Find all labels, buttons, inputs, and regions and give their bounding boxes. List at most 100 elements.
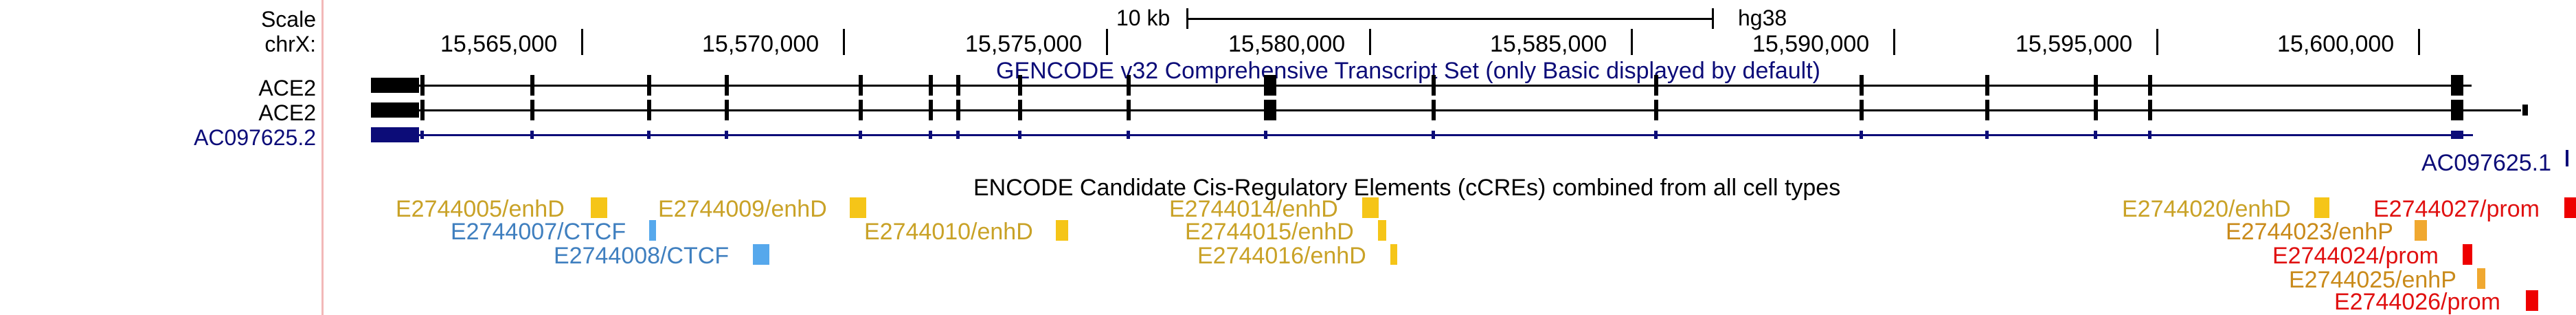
gene-label-ace2-1[interactable]: ACE2 [258,76,316,100]
ccre-label[interactable]: E2744024/prom [2272,243,2439,269]
gene-model-ace2-2-exon [2148,100,2152,120]
ccre-label[interactable]: E2744015/enhD [1185,219,1354,245]
scale-bar-right-cap [1712,8,1714,29]
gene-model-ace2-1-intron[interactable] [371,85,2472,87]
ruler-tick-mark [1106,29,1108,55]
ruler-tick-mark [581,29,583,55]
ccre-feature[interactable] [2415,220,2427,241]
ruler-tick-mark [1631,29,1633,55]
gene-model-ace2-1-exon [1860,75,1864,96]
gene-model-ace2-2-exon [530,100,534,120]
gene-model-ace2-2-exon [1860,100,1864,120]
ccre-label[interactable]: E2744007/CTCF [451,219,626,245]
ccre-feature[interactable] [2477,268,2485,289]
gene-model-ace2-1-exon [1432,75,1436,96]
gene-model-ac097625-2-exon [530,131,534,139]
gene-model-ace2-1-exon [420,75,425,96]
ccre-label[interactable]: E2744010/enhD [864,219,1033,245]
gene-model-ace2-1-exon [647,75,651,96]
gene-model-ac097625-2-exon [371,127,419,142]
gene-model-ac097625-2-exon [1264,131,1267,139]
ccre-label[interactable]: E2744016/enhD [1197,243,1366,269]
ccre-label[interactable]: E2744023/enhP [2226,219,2393,245]
gene-model-ace2-1-exon [2094,75,2098,96]
ruler-tick-label: 15,595,000 [2015,31,2133,57]
gene-label-ac097625-2[interactable]: AC097625.2 [194,125,316,150]
ac097625-1-exon [2566,150,2568,166]
gene-model-ac097625-2-exon [1018,131,1021,139]
gene-model-ace2-2-exon [2451,100,2463,120]
gene-model-ac097625-2-exon [1127,131,1130,139]
ccre-label[interactable]: E2744026/prom [2334,289,2500,315]
gene-model-ace2-1-exon [530,75,534,96]
ruler-tick-label: 15,585,000 [1490,31,1607,57]
gene-model-ac097625-2-exon [647,131,651,139]
gene-model-ac097625-2-exon [2148,131,2151,139]
ruler-tick-label: 15,565,000 [440,31,558,57]
ccre-feature[interactable] [2314,197,2329,218]
ccre-feature[interactable] [2564,197,2576,218]
ccre-label[interactable]: E2744025/enhP [2289,267,2456,293]
ccre-label[interactable]: E2744014/enhD [1169,196,1338,222]
ccre-feature[interactable] [2463,244,2472,265]
gene-model-ace2-2-exon [859,100,863,120]
ruler-tick-mark [2156,29,2158,55]
gene-model-ace2-2-exon [1127,100,1131,120]
chrom-label: chrX: [264,32,316,56]
gene-model-ace2-1-exon [1985,75,1989,96]
ruler-tick-mark [1369,29,1371,55]
scale-bar-left-cap [1186,8,1188,29]
ccre-feature[interactable] [2526,290,2538,311]
ccre-feature[interactable] [649,220,656,241]
ruler-tick-label: 15,590,000 [1752,31,1870,57]
gene-label-ac097625-1[interactable]: AC097625.1 [2421,150,2552,176]
ccre-feature[interactable] [1390,244,1397,265]
gene-model-ace2-2-exon [1654,100,1658,120]
gene-model-ace2-1-exon [725,75,729,96]
ccre-label[interactable]: E2744020/enhD [2122,196,2291,222]
encode-track-title[interactable]: ENCODE Candidate Cis-Regulatory Elements… [973,175,1841,201]
gene-model-ac097625-2-exon [1985,131,1989,139]
gene-model-ace2-2-exon [2522,105,2528,116]
ruler-tick-label: 15,600,000 [2277,31,2395,57]
gene-model-ac097625-2-exon [1860,131,1863,139]
gene-model-ace2-2-exon [371,102,419,118]
ccre-label[interactable]: E2744009/enhD [658,196,827,222]
gene-model-ac097625-2-exon [2451,131,2463,139]
ccre-feature[interactable] [591,197,607,218]
gene-model-ace2-2-intron[interactable] [371,109,2521,111]
gene-model-ac097625-2-exon [859,131,862,139]
scale-bar [1186,18,1714,20]
ruler-tick-label: 15,575,000 [965,31,1083,57]
ruler-tick-mark [1893,29,1895,55]
gene-model-ace2-1-exon [371,78,419,93]
ccre-label[interactable]: E2744008/CTCF [554,243,730,269]
gene-model-ace2-1-exon [2148,75,2152,96]
gene-label-ace2-2[interactable]: ACE2 [258,100,316,125]
ccre-feature[interactable] [1056,220,1068,241]
ccre-feature[interactable] [1378,220,1386,241]
gene-model-ace2-2-exon [1264,100,1276,120]
ccre-label[interactable]: E2744027/prom [2373,196,2540,222]
assembly-label: hg38 [1738,6,1787,30]
ruler-tick-mark [843,29,845,55]
ccre-feature[interactable] [850,197,866,218]
gene-model-ace2-1-exon [2451,75,2463,96]
gene-model-ace2-2-exon [1018,100,1022,120]
gene-model-ace2-2-exon [420,100,425,120]
ruler-tick-mark [2418,29,2420,55]
gene-model-ace2-1-exon [956,75,960,96]
ruler-tick-label: 15,580,000 [1228,31,1346,57]
gene-model-ace2-1-exon [859,75,863,96]
ccre-feature[interactable] [753,244,769,265]
ccre-feature[interactable] [1362,197,1379,218]
gene-model-ace2-2-exon [725,100,729,120]
gene-model-ac097625-2-intron[interactable] [371,134,2473,136]
gene-model-ace2-2-exon [2094,100,2098,120]
ruler-tick-label: 15,570,000 [702,31,820,57]
ccre-label[interactable]: E2744005/enhD [396,196,565,222]
gencode-track-title[interactable]: GENCODE v32 Comprehensive Transcript Set… [996,58,1820,84]
gene-model-ace2-1-exon [1018,75,1022,96]
gene-model-ace2-2-exon [1432,100,1436,120]
